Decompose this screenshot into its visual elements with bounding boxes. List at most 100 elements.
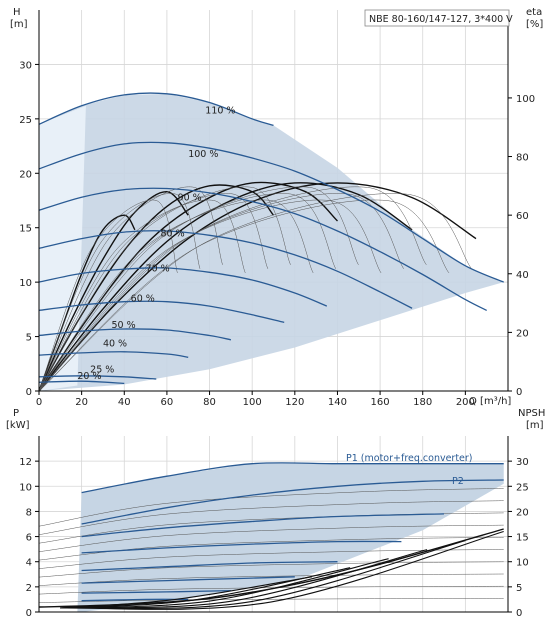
- npsh-tick-label: 10: [516, 558, 529, 569]
- head-tick-label: 20: [19, 169, 32, 180]
- head-tick-label: 25: [19, 115, 32, 126]
- power-envelope: [77, 463, 504, 612]
- head-axis-label: H: [13, 7, 21, 18]
- operating-envelope: [39, 93, 504, 391]
- speed-label: 110 %: [205, 105, 235, 116]
- head-tick-label: 0: [26, 387, 32, 398]
- p2-label: P2: [452, 476, 464, 487]
- head-curve: [38, 375, 157, 380]
- flow-tick-label: 80: [203, 397, 216, 408]
- power-tick-label: 12: [19, 457, 32, 468]
- head-curve: [38, 380, 125, 385]
- power-curve: [81, 561, 338, 572]
- head-curve: [38, 300, 285, 324]
- head-curve: [38, 351, 189, 358]
- power-curve: [81, 540, 402, 554]
- npsh-tick-label: 5: [516, 583, 522, 594]
- flow-tick-label: 120: [285, 397, 304, 408]
- speed-label: 90 %: [178, 193, 202, 204]
- title-box: [364, 9, 510, 27]
- head-tick-label: 30: [19, 60, 32, 71]
- power-tick-label: 2: [26, 583, 32, 594]
- thin-power-line: [38, 561, 504, 578]
- flow-tick-label: 180: [413, 397, 432, 408]
- npsh-speed-curve: [60, 549, 428, 609]
- speed-label: 70 %: [146, 263, 170, 274]
- flow-tick-label: 200: [456, 397, 475, 408]
- power-tick-label: 0: [26, 608, 32, 619]
- thin-power-line: [38, 488, 504, 527]
- npsh-tick-label: 25: [516, 482, 529, 493]
- power-axis-label: P: [13, 408, 19, 419]
- speed-label: 20 %: [77, 371, 101, 382]
- head-curve: [38, 187, 487, 311]
- npsh-tick-label: 20: [516, 507, 529, 518]
- eta-tick-label: 60: [516, 211, 529, 222]
- power-curve: [81, 479, 504, 525]
- npsh-speed-curve: [60, 558, 389, 609]
- npsh-axis-label: NPSH: [518, 408, 545, 419]
- head-curve: [38, 267, 328, 307]
- iso-efficiency-line: [38, 199, 246, 392]
- power-curve: [81, 576, 295, 584]
- thin-power-line: [38, 598, 504, 603]
- head-axis-unit: [m]: [10, 19, 28, 30]
- npsh-axis-unit: [m]: [526, 420, 544, 431]
- efficiency-curve: [38, 182, 413, 392]
- speed-label: 25 %: [90, 364, 114, 375]
- flow-tick-label: 60: [161, 397, 174, 408]
- thin-power-line: [38, 524, 504, 552]
- eta-tick-label: 40: [516, 270, 529, 281]
- npsh-tick-label: 30: [516, 457, 529, 468]
- speed-label: 80 %: [161, 228, 185, 239]
- thin-power-line: [38, 585, 504, 595]
- speed-label: 100 %: [188, 149, 218, 160]
- eta-axis-unit: [%]: [526, 19, 543, 30]
- iso-efficiency-line: [38, 199, 178, 392]
- thin-power-line: [38, 537, 504, 561]
- eta-tick-label: 20: [516, 328, 529, 339]
- flow-tick-label: 40: [118, 397, 131, 408]
- iso-efficiency-line: [38, 186, 359, 392]
- iso-efficiency-line: [38, 193, 472, 392]
- efficiency-curve: [38, 181, 338, 392]
- head-curve: [38, 92, 274, 127]
- npsh-tick-label: 0: [516, 608, 522, 619]
- thin-power-line: [38, 549, 504, 569]
- head-curve: [38, 230, 413, 309]
- flow-tick-label: 20: [75, 397, 88, 408]
- npsh-speed-curve: [60, 567, 351, 609]
- iso-efficiency-line: [38, 199, 382, 392]
- npsh-speed-curve: [60, 576, 312, 609]
- speed-label: 40 %: [103, 338, 127, 349]
- power-tick-label: 6: [26, 533, 32, 544]
- power-tick-label: 4: [26, 558, 32, 569]
- flow-axis-label: Q [m³/h]: [469, 396, 511, 407]
- flow-tick-label: 160: [371, 397, 390, 408]
- eta-tick-label: 100: [516, 94, 535, 105]
- power-axis-unit: [kW]: [6, 420, 30, 431]
- head-tick-label: 10: [19, 278, 32, 289]
- eta-axis-label: eta: [526, 7, 542, 18]
- speed-label: 50 %: [111, 320, 135, 331]
- thin-power-line: [38, 500, 504, 535]
- head-tick-label: 5: [26, 333, 32, 344]
- power-plot: 0 2 4 6 8 10 12 0 5 10 15 20 25 30: [19, 436, 529, 619]
- power-tick-label: 10: [19, 482, 32, 493]
- p1-label: P1 (motor+freq.converter): [346, 453, 473, 464]
- eta-tick-label: 80: [516, 153, 529, 164]
- envelope-light-zone: [39, 105, 86, 392]
- head-curve: [38, 141, 504, 283]
- iso-efficiency-line: [38, 186, 291, 392]
- head-tick-label: 15: [19, 224, 32, 235]
- flow-tick-label: 140: [328, 397, 347, 408]
- head-curve: [38, 328, 232, 341]
- eta-tick-label: 0: [516, 387, 522, 398]
- speed-label: 60 %: [131, 294, 155, 305]
- chart-title: NBE 80-160/147-127, 3*400 V: [369, 14, 513, 25]
- head-plot: 110 %100 %90 %80 %70 %60 %50 %40 %25 %20…: [19, 10, 535, 408]
- iso-efficiency-line: [38, 186, 427, 392]
- flow-tick-label: 100: [243, 397, 262, 408]
- npsh-tick-label: 15: [516, 533, 529, 544]
